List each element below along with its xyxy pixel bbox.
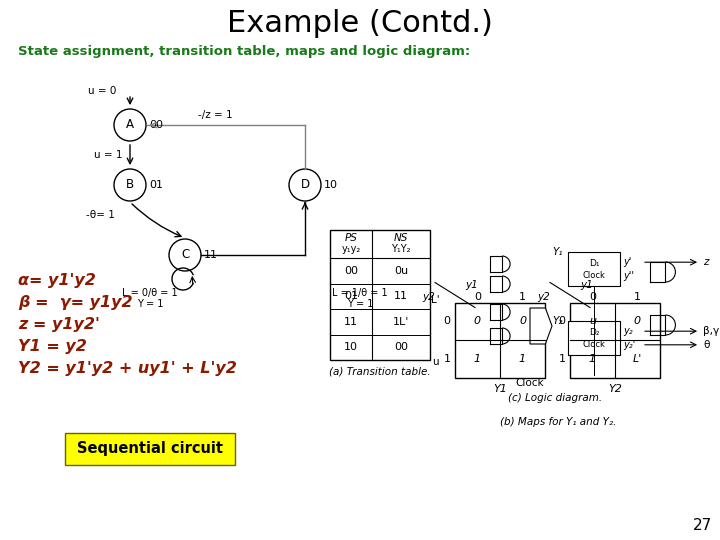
Bar [330, 230, 430, 360]
Text: y2: y2 [537, 293, 550, 302]
Text: L': L' [633, 354, 642, 364]
Text: 27: 27 [693, 517, 713, 532]
Text: 1: 1 [474, 354, 481, 364]
Text: A: A [126, 118, 134, 132]
Text: z: z [703, 257, 708, 267]
Text: u: u [589, 316, 596, 326]
Text: Example (Contd.): Example (Contd.) [227, 10, 493, 38]
Text: 0: 0 [634, 316, 641, 326]
Text: L = 0/θ = 1: L = 0/θ = 1 [122, 288, 178, 298]
Text: Sequential circuit: Sequential circuit [77, 442, 223, 456]
Text: 0: 0 [444, 316, 451, 326]
Text: y1: y1 [580, 280, 593, 289]
Text: 1: 1 [519, 354, 526, 364]
Text: u = 0: u = 0 [88, 86, 116, 96]
Text: L': L' [431, 295, 439, 305]
Text: y₂: y₂ [623, 326, 633, 336]
Text: 11: 11 [344, 317, 358, 327]
Bar [568, 321, 620, 355]
Text: D₁: D₁ [589, 259, 599, 268]
Text: 0: 0 [474, 316, 481, 326]
Text: (a) Transition table.: (a) Transition table. [329, 367, 431, 377]
Text: y₁y₂: y₁y₂ [341, 244, 361, 254]
Text: 01: 01 [149, 180, 163, 190]
Text: Y₁: Y₁ [552, 247, 563, 257]
Bar [570, 302, 660, 377]
Text: B: B [126, 179, 134, 192]
Text: 10: 10 [324, 180, 338, 190]
Text: State assignment, transition table, maps and logic diagram:: State assignment, transition table, maps… [18, 45, 470, 58]
Text: 1: 1 [444, 354, 451, 364]
Text: PS: PS [345, 233, 357, 243]
Text: Clock: Clock [582, 340, 606, 349]
Text: -θ= 1: -θ= 1 [86, 210, 114, 220]
Text: 0: 0 [474, 292, 481, 301]
Text: u = 1: u = 1 [94, 150, 122, 160]
Text: 0: 0 [589, 292, 596, 301]
Text: 1: 1 [634, 292, 641, 301]
Text: u: u [432, 357, 438, 367]
Text: Y₂: Y₂ [552, 316, 563, 326]
Text: 10: 10 [344, 342, 358, 352]
Text: Y = 1: Y = 1 [137, 299, 163, 309]
Text: C: C [181, 248, 189, 261]
Text: θ: θ [703, 340, 709, 350]
Text: D₂: D₂ [589, 328, 599, 338]
Text: y1: y1 [465, 280, 478, 289]
Text: 0: 0 [519, 316, 526, 326]
Text: 01: 01 [344, 291, 358, 301]
Text: 1L': 1L' [393, 317, 409, 327]
Bar [568, 252, 620, 286]
Text: y2: y2 [422, 293, 435, 302]
Text: 1: 1 [519, 292, 526, 301]
Text: 00: 00 [394, 342, 408, 352]
Text: Y2 = y1'y2 + uy1' + L'y2: Y2 = y1'y2 + uy1' + L'y2 [18, 361, 237, 375]
Text: -/z = 1: -/z = 1 [198, 110, 233, 120]
Text: 00: 00 [149, 120, 163, 130]
Text: 1: 1 [589, 354, 596, 364]
Text: 00: 00 [344, 266, 358, 276]
Text: 1: 1 [559, 354, 565, 364]
Text: Clock: Clock [582, 271, 606, 280]
Text: z = y1y2': z = y1y2' [18, 316, 100, 332]
Text: Y2: Y2 [608, 384, 622, 395]
Text: L = 1/θ = 1: L = 1/θ = 1 [332, 288, 388, 298]
Text: y'': y'' [623, 271, 634, 281]
Text: α= y1'y2: α= y1'y2 [18, 273, 96, 287]
Text: Clock: Clock [516, 378, 544, 388]
Text: Y1 = y2: Y1 = y2 [18, 339, 87, 354]
Text: β =  γ= y1y2: β = γ= y1y2 [18, 294, 132, 309]
Text: (c) Logic diagram.: (c) Logic diagram. [508, 393, 602, 403]
Text: 11: 11 [204, 250, 218, 260]
Text: Y1: Y1 [493, 384, 507, 395]
Text: D: D [300, 179, 310, 192]
Bar [455, 302, 545, 377]
Text: Y₁Y₂: Y₁Y₂ [391, 244, 410, 254]
Text: (b) Maps for Y₁ and Y₂.: (b) Maps for Y₁ and Y₂. [500, 417, 616, 427]
Text: y₂': y₂' [623, 340, 635, 350]
Text: 0: 0 [559, 316, 565, 326]
Polygon shape [530, 308, 552, 344]
Text: Y = 1: Y = 1 [347, 299, 373, 309]
Text: 0u: 0u [394, 266, 408, 276]
Text: 11: 11 [394, 291, 408, 301]
Text: β,γ: β,γ [703, 326, 719, 336]
Bar [65, 433, 235, 465]
Text: y': y' [623, 257, 631, 267]
Text: NS: NS [394, 233, 408, 243]
